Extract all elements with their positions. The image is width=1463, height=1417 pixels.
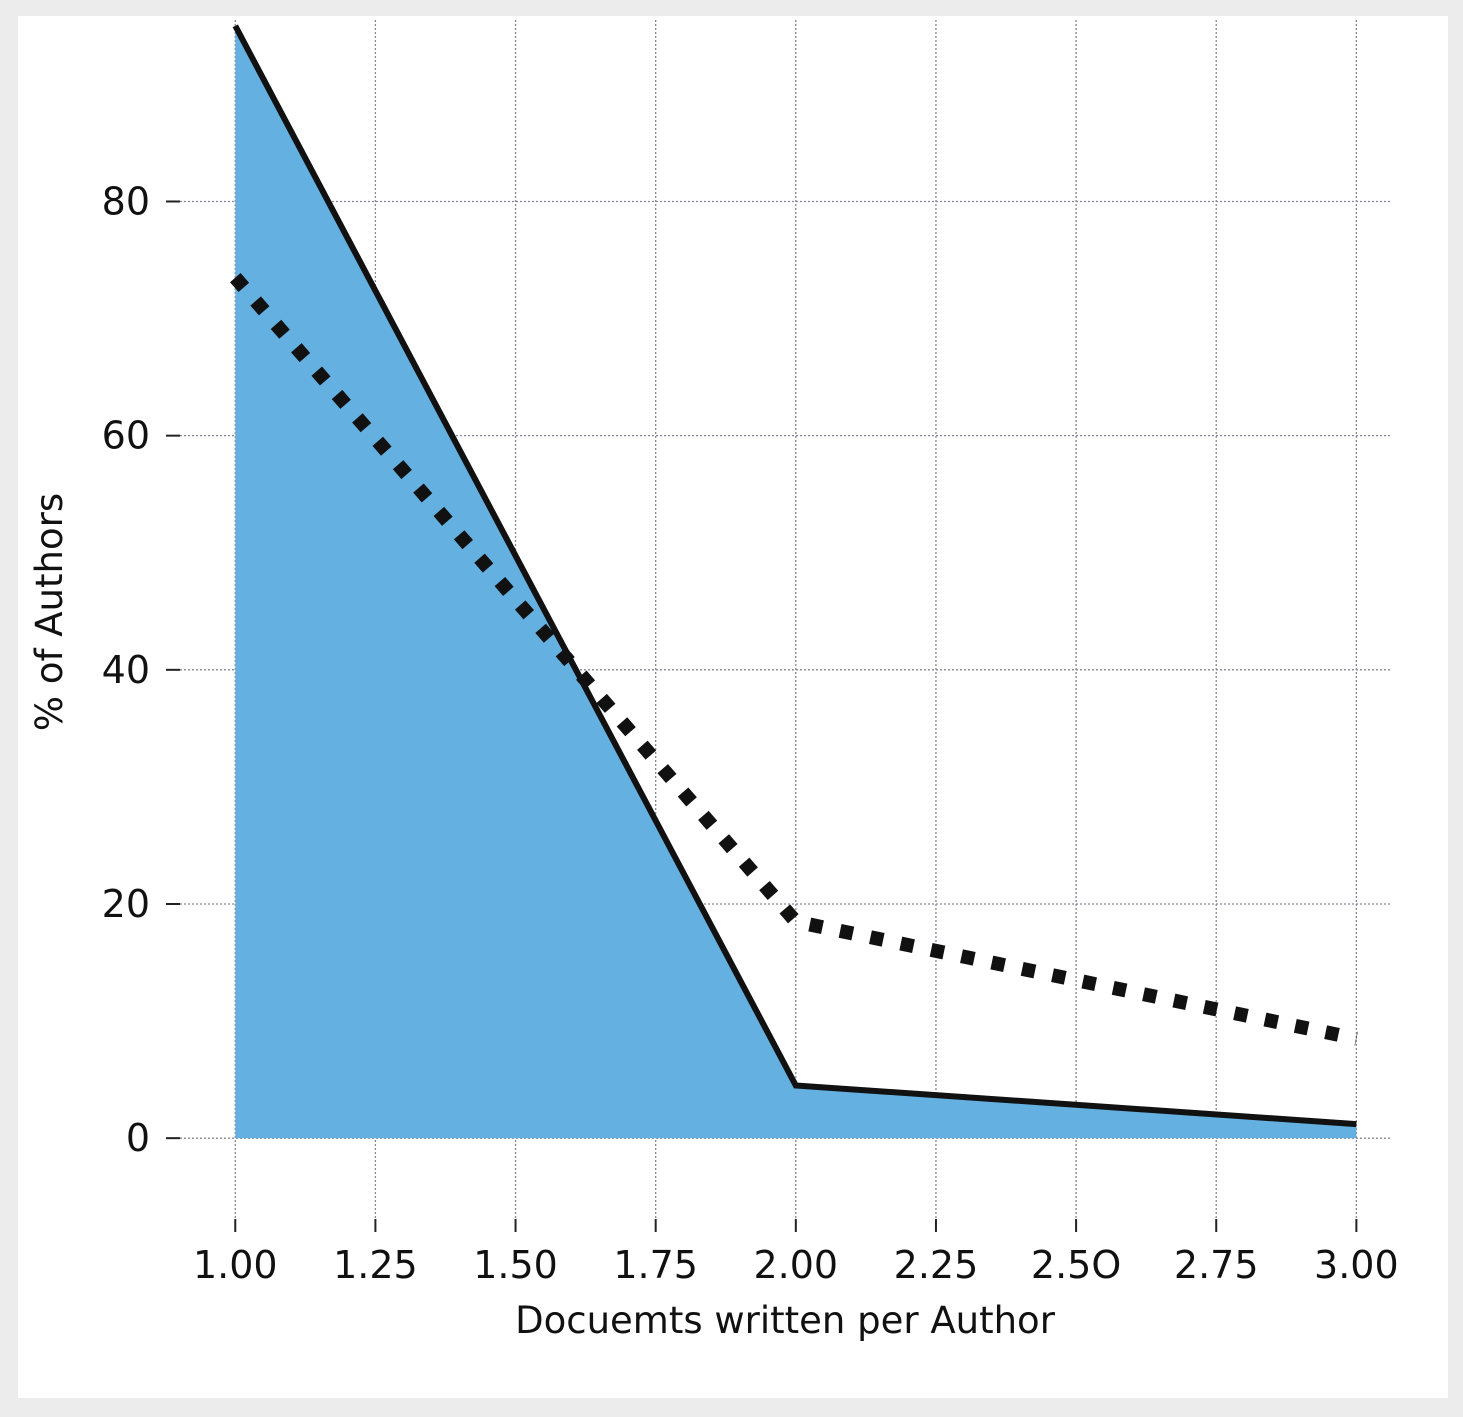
x-tick-label: 1.75 [613, 1243, 698, 1287]
y-tick-label: 0 [126, 1116, 150, 1160]
x-tick-label: 2.5O [1031, 1243, 1121, 1287]
y-axis-label: % of Authors [28, 493, 71, 731]
y-tick-label: 20 [102, 882, 150, 926]
area-fill-layer [235, 25, 1357, 1139]
series-2-line [230, 273, 1358, 1046]
x-tick-label: 3.00 [1314, 1243, 1399, 1287]
series-1-area [235, 25, 1357, 1139]
x-tick-label: 1.00 [193, 1243, 278, 1287]
y-tick-label: 80 [102, 179, 150, 223]
x-tick-label: 1.25 [333, 1243, 418, 1287]
x-tick-label: 2.75 [1174, 1243, 1259, 1287]
ticks: 1.00 1.25 1.50 1.75 2.00 2.25 2.5O 2.75 3.00 0 20 4… [102, 179, 1399, 1287]
x-axis-label: Docuemts written per Author [515, 1299, 1056, 1342]
series-lines-layer [230, 24, 1358, 1128]
x-tick-label: 1.50 [473, 1243, 558, 1287]
series-1-line [232, 24, 1357, 1128]
y-tick-label: 40 [102, 648, 150, 692]
y-tick-label: 60 [102, 414, 150, 458]
x-tick-label: 2.00 [754, 1243, 839, 1287]
x-tick-label: 2.25 [894, 1243, 979, 1287]
